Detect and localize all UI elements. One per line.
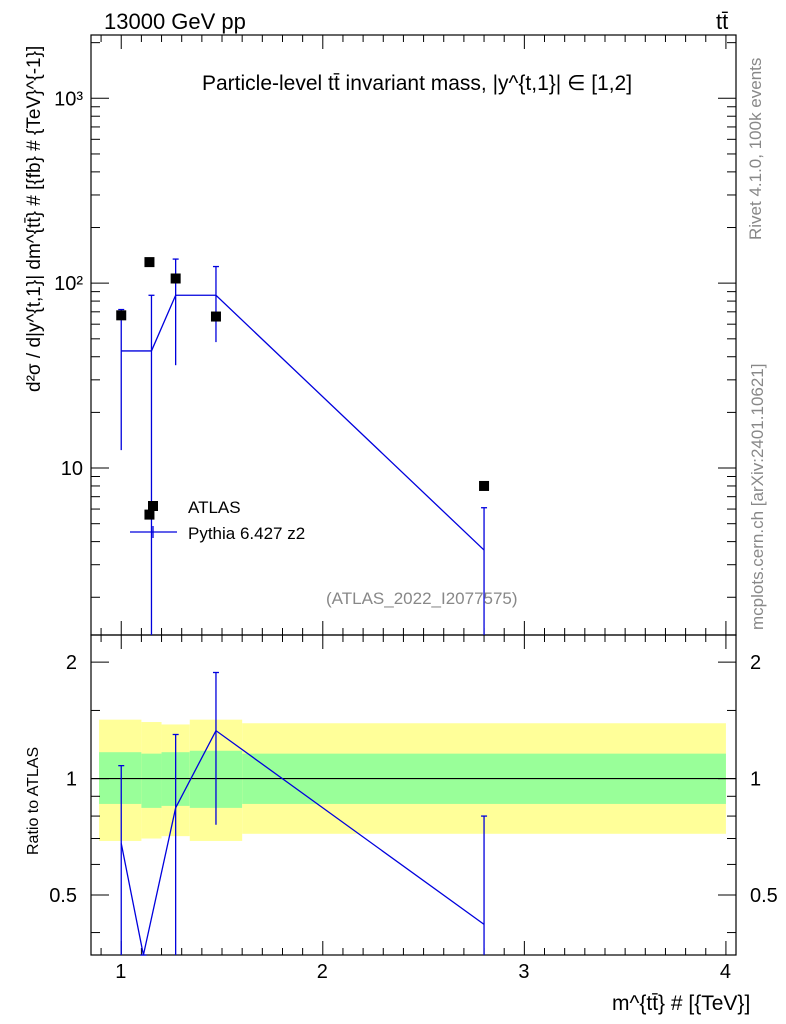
ratio-y-tick-label-right: 0.5: [750, 885, 778, 907]
legend: ATLAS Pythia 6.427 z2: [130, 498, 305, 543]
ratio-y-tick-label-right: 2: [750, 652, 761, 674]
rivet-version-label: Rivet 4.1.0, 100k events: [746, 58, 765, 240]
x-tick-label: 3: [518, 961, 529, 983]
legend-data-marker: [148, 501, 158, 511]
atlas-data-point: [210, 311, 221, 322]
process-label: tt̄: [716, 9, 728, 34]
main-y-tick-label: 10²: [54, 273, 83, 295]
main-plot-frame: [90, 34, 737, 636]
main-title: Particle-level tt̄ invariant mass, |y^{t…: [202, 72, 632, 95]
main-y-axis-label: d²σ / d|y^{t,1}| dm^{tt̄} # [{fb} # {TeV…: [24, 46, 45, 392]
ratio-band-inner: [141, 753, 162, 808]
ratio-y-tick-label-right: 1: [750, 769, 761, 791]
atlas-data-point: [144, 509, 155, 520]
atlas-data-point: [116, 310, 127, 321]
ratio-series: [118, 671, 488, 956]
ratio-y-tick-label: 0.5: [49, 885, 77, 907]
ratio-plot-frame: [90, 634, 737, 956]
x-axis-label: m^{tt̄} # [{TeV}]: [612, 992, 750, 1015]
main-axis-ticks: 10 10² 10³: [54, 35, 736, 635]
ratio-uncertainty-bands: [91, 719, 736, 841]
legend-entry-pythia: Pythia 6.427 z2: [188, 524, 305, 543]
atlas-data-point: [170, 273, 181, 284]
mcplots-label: mcplots.cern.ch [arXiv:2401.10621]: [748, 364, 767, 630]
ratio-y-tick-label: 1: [66, 769, 77, 791]
x-tick-label: 1: [115, 961, 126, 983]
main-y-tick-label: 10³: [54, 88, 83, 110]
energy-label: 13000 GeV pp: [104, 9, 246, 34]
legend-entry-atlas: ATLAS: [188, 498, 241, 517]
main-y-tick-label: 10: [61, 458, 83, 480]
ratio-y-tick-label: 2: [66, 652, 77, 674]
watermark-analysis-id: (ATLAS_2022_I2077575): [326, 589, 518, 608]
x-tick-label: 4: [720, 961, 731, 983]
ratio-axis-ticks: 1 2 3 4 0.5 0.5 1 1 2 2: [49, 635, 778, 983]
main-series: [116, 257, 490, 635]
x-tick-label: 2: [317, 961, 328, 983]
ratio-y-axis-label: Ratio to ATLAS: [25, 747, 42, 855]
atlas-data-point: [479, 480, 490, 491]
atlas-data-point: [144, 257, 155, 268]
